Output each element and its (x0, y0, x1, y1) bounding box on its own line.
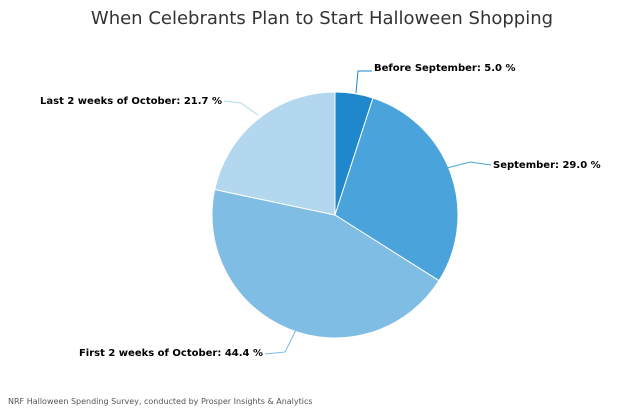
label-connectors (223, 70, 492, 355)
pie-slice-september (334, 97, 459, 282)
data-label-before-september: Before September: 5.0 % (374, 63, 516, 74)
data-label-last-2-weeks-of-october: Last 2 weeks of October: 21.7 % (40, 96, 222, 107)
connector-september (446, 161, 492, 169)
pie-slices (211, 91, 459, 339)
data-labels: Before September: 5.0 % September: 29.0 %… (40, 63, 601, 359)
source-note: NRF Halloween Spending Survey, conducted… (8, 397, 313, 406)
connector-before-september (355, 70, 372, 94)
connector-first-2-weeks-of-october (264, 329, 297, 355)
pie-slice-last-2-weeks-of-october (214, 91, 336, 216)
pie-slice-first-2-weeks-of-october (211, 188, 440, 339)
data-label-first-2-weeks-of-october: First 2 weeks of October: 44.4 % (79, 348, 263, 359)
chart-title: When Celebrants Plan to Start Halloween … (91, 8, 553, 29)
data-label-september: September: 29.0 % (493, 160, 601, 171)
connector-last-2-weeks-of-october (223, 100, 259, 116)
